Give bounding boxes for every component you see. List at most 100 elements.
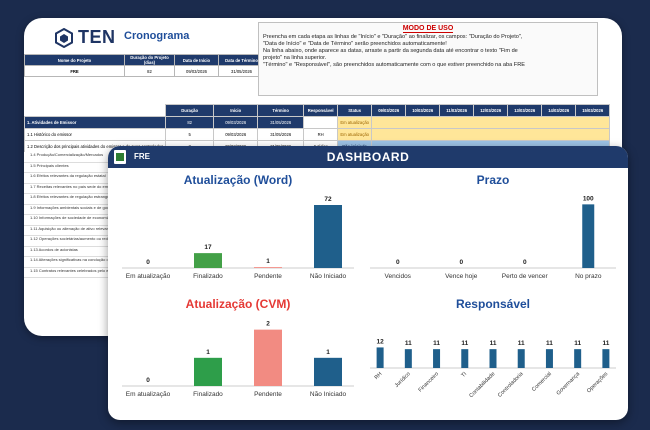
chart-data-label: 0 [396, 259, 400, 266]
date-header: 09/03/2026 [371, 104, 407, 117]
chart-data-label: 11 [602, 340, 609, 347]
chart-data-label: 1 [326, 349, 330, 356]
start-cell[interactable]: 09/03/2026 [213, 116, 259, 129]
chart-bar [433, 349, 441, 368]
chart-bar [314, 357, 342, 386]
instructions-line: Preencha em cada etapa as linhas de "Iní… [263, 33, 523, 40]
header-cell: Término [257, 104, 305, 117]
dashboard-charts: Atualização (Word) 0 Em atualização 17 Final… [122, 173, 616, 399]
status-cell[interactable]: Em atualização [337, 116, 373, 129]
end-cell[interactable]: 31/05/2026 [257, 128, 305, 141]
responsible-cell[interactable]: RH [303, 128, 339, 141]
chart-category-label: No prazo [575, 273, 602, 280]
chart-data-label: 1 [206, 349, 210, 356]
end-cell[interactable]: 31/05/2026 [257, 116, 305, 129]
chart-bar [254, 267, 282, 268]
chart-category-label: Jurídico [394, 371, 412, 389]
chart-data-label: 11 [433, 340, 440, 347]
header-cell: Início [213, 104, 259, 117]
chart-bar [314, 205, 342, 268]
date-header: 13/03/2026 [507, 104, 543, 117]
chart-title: Responsável [456, 297, 530, 311]
task-list-item[interactable]: 1.11 Aquisição ou alienação de ativo rel… [24, 225, 124, 236]
dashboard-panel: FRE DASHBOARD Atualização (Word) 0 Em atua… [108, 146, 628, 420]
responsible-cell[interactable] [303, 116, 339, 129]
brand-name: TEN [78, 27, 116, 47]
task-list-item[interactable]: 1.5 Principais clientes [24, 162, 124, 173]
header-cell: Nome do Projeto [24, 54, 125, 66]
chart-category-label: Contabilidade [468, 371, 496, 399]
task-list-item[interactable]: 1.6 Efeitos relevantes da regulação esta… [24, 173, 124, 184]
chart-category-label: Pendente [254, 273, 282, 280]
chart-category-label: Pendente [254, 391, 282, 398]
task-list-item[interactable]: 1.8 Efeitos relevantes de regulação estr… [24, 194, 124, 205]
chart-category-label: Operações [586, 371, 609, 394]
task-list-item[interactable]: 1.10 Informações de sociedade de economi… [24, 215, 124, 226]
instructions-title: MODO DE USO [402, 25, 454, 33]
spreadsheet-icon [114, 150, 126, 164]
chart-bar [517, 349, 525, 368]
task-list-item[interactable]: 1.12 Operações societárias/aumento ou re… [24, 236, 124, 247]
usage-instructions-box: MODO DE USO Preencha em cada etapa as li… [258, 22, 598, 96]
task-name-cell[interactable]: 1. Atividades de Emissor [24, 116, 167, 129]
project-summary-table: Nome do Projeto Duração do Projeto (dias… [24, 54, 265, 77]
chart-data-label: 11 [546, 340, 553, 347]
sheet-title: Cronograma [124, 30, 190, 42]
dashboard-header: FRE DASHBOARD [108, 146, 628, 168]
ten-logo: TEN [54, 27, 116, 48]
date-header: 10/03/2026 [405, 104, 441, 117]
header-cell: Responsável [303, 104, 339, 117]
task-name-cell[interactable]: 1.1 Histórico do emissor [24, 128, 167, 141]
chart-category-label: Em atualização [126, 273, 171, 280]
chart-bar [254, 329, 282, 386]
chart-category-label: Finalizado [193, 391, 223, 398]
task-list-item[interactable]: 1.7 Receitas relevantes no país sede do … [24, 183, 124, 194]
task-list-item[interactable]: 1.4 Produção/Comercialização/Mercados [24, 152, 124, 163]
chart-title: Prazo [477, 173, 510, 187]
chart-data-label: 11 [574, 340, 581, 347]
project-duration-cell[interactable]: 82 [124, 65, 175, 77]
header-cell: Data de Início [174, 54, 219, 66]
dashboard-title: DASHBOARD [326, 150, 410, 164]
chart-bar [404, 349, 412, 368]
instructions-line: "Data de Início" e "Data de Término" ser… [263, 40, 447, 47]
chart-category-label: Controladoria [497, 371, 525, 399]
chart-data-label: 1 [266, 258, 270, 265]
chart-data-label: 72 [324, 196, 332, 203]
chart-bar [194, 357, 222, 386]
chart-bar [376, 347, 384, 368]
date-header: 12/03/2026 [473, 104, 509, 117]
chart-title: Atualização (CVM) [186, 297, 291, 311]
chart-data-label: 0 [523, 259, 527, 266]
task-list-item[interactable]: 1.15 Contratos relevantes celebrados pel… [24, 267, 124, 278]
table-row: 1.1 Histórico do emissor 5 09/03/2026 31… [24, 128, 611, 141]
chart-category-label: Governança [556, 371, 582, 397]
project-name-cell[interactable]: FRE [24, 65, 125, 77]
chart-bar [489, 349, 497, 368]
instructions-line: "Término" e "Responsável", são preenchid… [263, 61, 525, 68]
chart-bar [545, 349, 553, 368]
duration-cell[interactable]: 5 [165, 128, 215, 141]
task-list-item[interactable]: 1.9 Informações ambientais sociais e de … [24, 204, 124, 215]
ten-logo-icon [55, 27, 73, 48]
task-list-item[interactable]: 1.13 Acordos de acionistas [24, 246, 124, 257]
chart-bar [461, 349, 469, 368]
chart-bar [582, 204, 595, 268]
chart-data-label: 0 [146, 259, 150, 266]
chart-category-label: RH [374, 371, 384, 381]
status-cell[interactable]: Em atualização [337, 128, 373, 141]
chart-category-label: TI [460, 371, 468, 379]
chart-bar [602, 349, 610, 368]
gantt-bar [371, 116, 611, 129]
start-cell[interactable]: 09/03/2026 [213, 128, 259, 141]
chart-bar [574, 349, 582, 368]
project-start-cell[interactable]: 09/03/2026 [174, 65, 219, 77]
chart-category-label: Comercial [531, 371, 553, 393]
task-list-item[interactable]: 1.14 Alterações significativas na conduç… [24, 257, 124, 268]
chart-data-label: 11 [461, 340, 468, 347]
chart-category-label: Vence hoje [445, 273, 478, 280]
chart-category-label: Não Iniciado [310, 273, 347, 280]
duration-cell[interactable]: 82 [165, 116, 215, 129]
chart-bar [194, 253, 222, 268]
header-cell: Duração [165, 104, 215, 117]
